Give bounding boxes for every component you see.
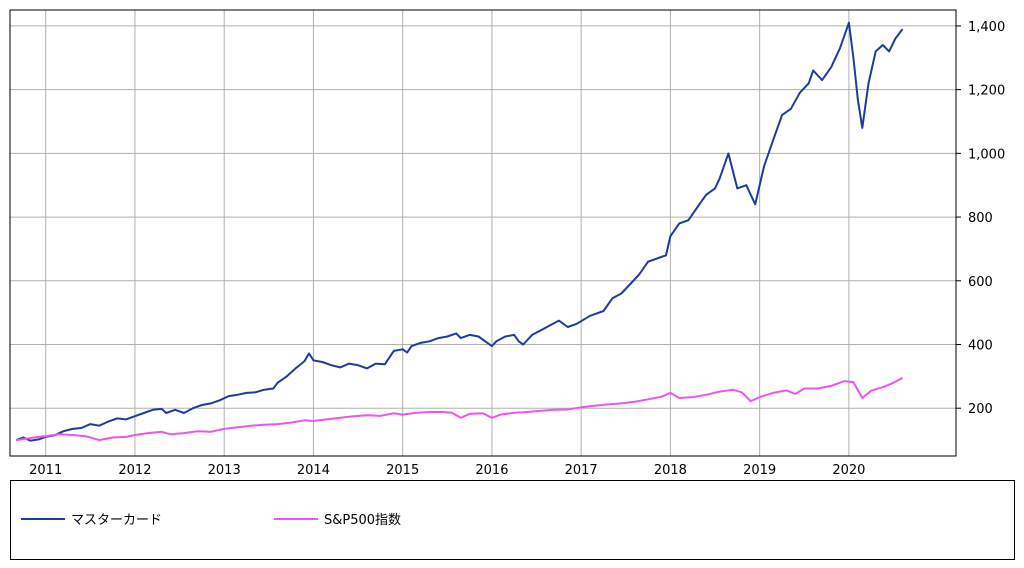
x-tick-label: 2014 [297,463,330,478]
y-axis-ticks: 200 400 600 800 1,000 1,200 1,400 [956,20,1005,417]
plot-background [10,10,956,456]
plot-border [9,9,957,457]
series-line-mastercard [15,21,904,442]
y-tick-label: 600 [968,275,993,290]
x-tick-label: 2020 [832,463,865,478]
x-axis-ticks: 2011 2012 2013 2014 2015 2016 2017 2018 2019 2020 [29,463,865,478]
grid-lines [10,10,956,456]
x-tick-label: 2019 [743,463,776,478]
legend-swatch-mastercard [21,517,65,520]
x-tick-label: 2011 [29,463,62,478]
y-tick-label: 800 [968,211,993,226]
legend-label-mastercard: マスターカード [71,513,163,528]
x-tick-label: 2018 [654,463,687,478]
x-tick-label: 2012 [118,463,151,478]
legend: マスターカード S&P500指数 [10,480,1015,560]
y-tick-label: 1,000 [968,147,1005,162]
y-tick-label: 200 [968,402,993,417]
y-tick-label: 1,200 [968,84,1005,99]
x-tick-label: 2017 [565,463,598,478]
legend-label-sp500: S&P500指数 [324,513,402,528]
series-layer [15,21,904,442]
x-tick-label: 2015 [386,463,419,478]
x-tick-label: 2016 [475,463,508,478]
legend-item-mastercard: マスターカード [21,509,162,528]
y-tick-label: 400 [968,339,993,354]
x-tick-label: 2013 [208,463,241,478]
legend-swatch-sp500 [274,517,318,520]
series-line-sp500 [16,377,903,442]
y-tick-label: 1,400 [968,20,1005,35]
legend-item-sp500: S&P500指数 [274,509,401,528]
